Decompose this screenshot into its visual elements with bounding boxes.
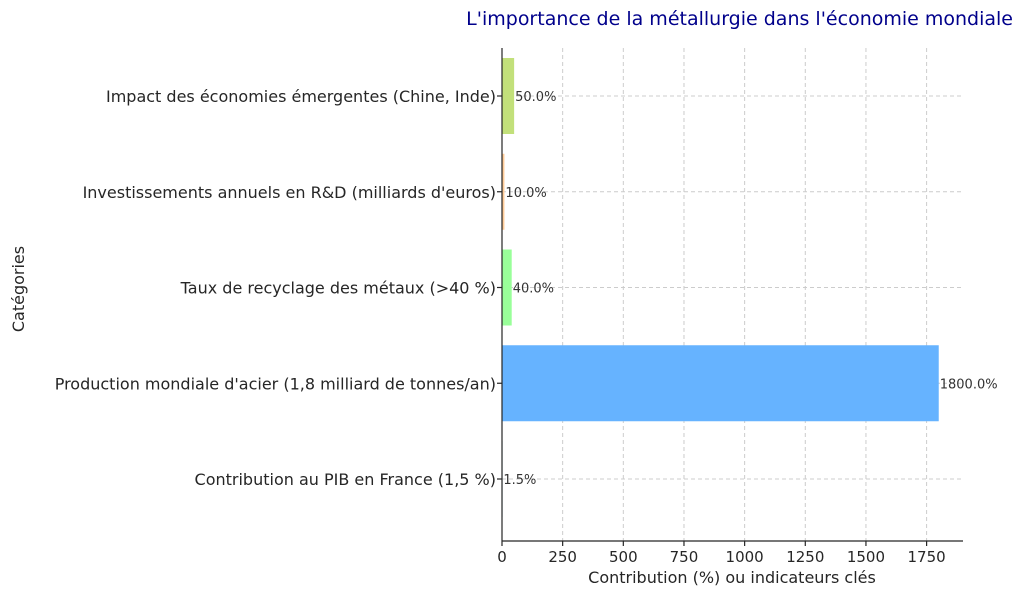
bar	[502, 345, 939, 422]
category-label: Production mondiale d'acier (1,8 milliar…	[55, 374, 496, 393]
bars	[502, 58, 939, 517]
data-label: 10.0%	[505, 186, 546, 201]
x-tick-label: 1500	[847, 548, 885, 566]
category-label: Contribution au PIB en France (1,5 %)	[195, 470, 496, 489]
x-axis-label: Contribution (%) ou indicateurs clés	[588, 568, 876, 587]
bar	[502, 153, 505, 230]
data-label: 40.0%	[513, 282, 554, 297]
bar	[502, 58, 515, 134]
x-tick-label: 250	[548, 548, 577, 566]
x-tick-label: 0	[497, 548, 507, 566]
y-axis-label: Catégories	[9, 246, 28, 332]
category-label: Taux de recyclage des métaux (>40 %)	[180, 279, 496, 298]
chart-title: L'importance de la métallurgie dans l'éc…	[466, 8, 1013, 30]
grid-lines	[501, 48, 963, 541]
category-label: Investissements annuels en R&D (milliard…	[83, 183, 496, 202]
data-label: 50.0%	[515, 90, 556, 105]
x-tick-label: 750	[670, 548, 699, 566]
bar	[502, 249, 512, 326]
x-tick-label: 500	[609, 548, 638, 566]
data-label: 1800.0%	[940, 377, 998, 392]
labels: 0 250 500 750 1000 1250 1500 1750 Contribution a…	[55, 87, 998, 566]
x-tick-label: 1250	[786, 548, 824, 566]
category-label: Impact des économies émergentes (Chine, …	[106, 87, 496, 106]
x-tick-label: 1750	[908, 548, 946, 566]
axes	[497, 48, 963, 546]
data-label: 1.5%	[503, 473, 536, 488]
x-tick-label: 1000	[726, 548, 764, 566]
